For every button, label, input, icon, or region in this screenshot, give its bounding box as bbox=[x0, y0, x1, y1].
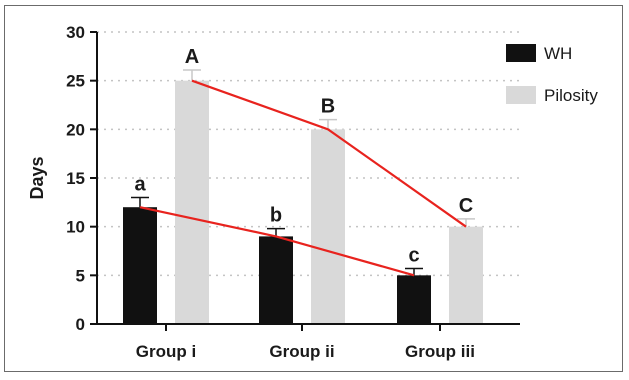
bar-pilosity-3 bbox=[449, 226, 483, 324]
significance-label: B bbox=[321, 96, 335, 118]
legend-swatch-wh bbox=[506, 44, 536, 62]
legend-swatch-pilosity bbox=[506, 86, 536, 104]
trend-line-wh bbox=[139, 206, 415, 277]
significance-label: a bbox=[134, 173, 146, 195]
legend-label-wh: WH bbox=[544, 44, 572, 63]
y-tick-label: 0 bbox=[76, 315, 85, 334]
x-tick-label: Group i bbox=[136, 342, 196, 361]
bar-pilosity-2 bbox=[311, 129, 345, 324]
x-tick-label: Group iii bbox=[405, 342, 475, 361]
bar-wh-1 bbox=[123, 207, 157, 324]
bar-wh-3 bbox=[397, 275, 431, 324]
y-tick-label: 20 bbox=[66, 120, 85, 139]
y-tick-label: 30 bbox=[66, 23, 85, 42]
bar-pilosity-1 bbox=[175, 80, 209, 325]
legend-label-pilosity: Pilosity bbox=[544, 86, 598, 105]
y-tick-label: 10 bbox=[66, 218, 85, 237]
trend-line-pilosity bbox=[191, 79, 467, 228]
significance-label: A bbox=[185, 46, 199, 68]
y-tick-label: 5 bbox=[76, 266, 85, 285]
y-axis-title: Days bbox=[27, 156, 47, 199]
y-tick-label: 25 bbox=[66, 72, 85, 91]
significance-label: b bbox=[270, 205, 282, 227]
significance-label: c bbox=[408, 245, 419, 267]
x-tick-label: Group ii bbox=[269, 342, 334, 361]
significance-label: C bbox=[459, 195, 473, 217]
y-tick-label: 15 bbox=[66, 169, 85, 188]
bar-wh-2 bbox=[259, 236, 293, 324]
